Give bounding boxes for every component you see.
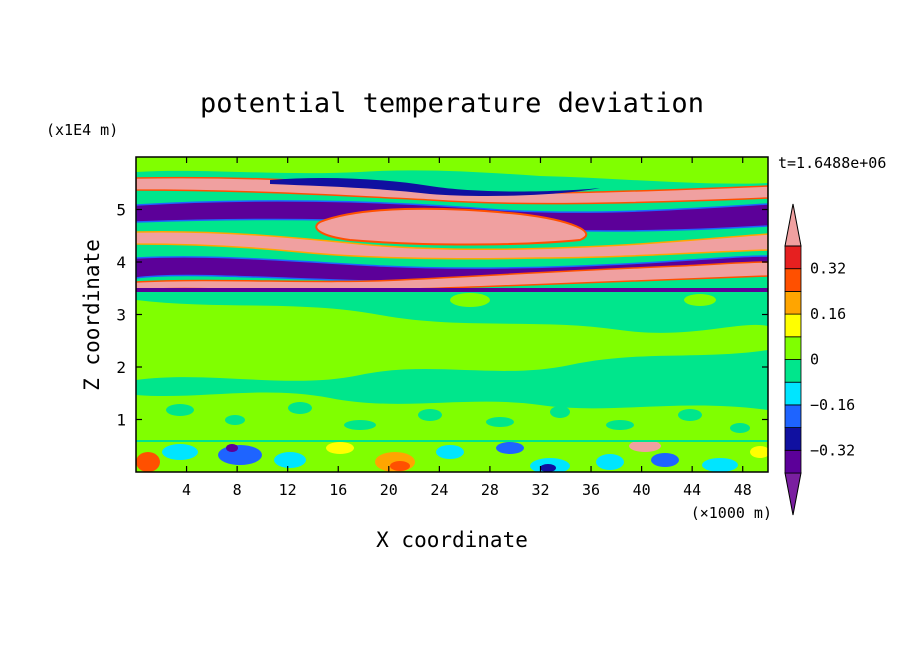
colorbar-swatch — [784, 336, 802, 360]
x-tick-label: 12 — [279, 481, 297, 499]
colorbar-swatch — [784, 381, 802, 406]
colorbar: 0.32 0.16 0 −0.16 −0.32 — [784, 203, 855, 516]
field-speckles — [166, 402, 750, 433]
x-tick-label: 44 — [683, 481, 701, 499]
x-tick-label: 28 — [481, 481, 499, 499]
field-top-lightgreen — [136, 157, 768, 184]
colorbar-swatch — [784, 404, 802, 428]
colorbar-swatch — [784, 290, 802, 315]
y-tick-label: 5 — [116, 201, 126, 220]
field-mid-lightgreen-1 — [136, 300, 768, 381]
x-tick-label: 8 — [233, 481, 242, 499]
x-unit-label: (×1000 m) — [691, 504, 772, 522]
colorbar-tick-label: −0.32 — [810, 441, 855, 459]
y-unit-label: (x1E4 m) — [46, 121, 118, 139]
colorbar-swatch — [784, 427, 802, 451]
colorbar-swatch — [784, 268, 802, 292]
heatmap-field — [136, 157, 768, 472]
y-tick-label: 1 — [116, 411, 126, 430]
x-tick-label: 16 — [329, 481, 347, 499]
colorbar-tick-label: 0.16 — [810, 305, 846, 323]
y-tick-label: 2 — [116, 358, 126, 377]
y-axis-title: Z coordinate — [80, 239, 104, 391]
time-label: t=1.6488e+06 — [778, 154, 886, 172]
chart-title: potential temperature deviation — [200, 88, 704, 119]
x-tick-label: 36 — [582, 481, 600, 499]
colorbar-under-triangle — [784, 472, 802, 516]
x-tick-label: 48 — [734, 481, 752, 499]
x-tick-label: 32 — [531, 481, 549, 499]
x-axis-title: X coordinate — [376, 528, 528, 552]
colorbar-tick-label: −0.16 — [810, 396, 855, 414]
band-negative-top — [270, 178, 600, 196]
field-speckles-2 — [148, 293, 716, 366]
colorbar-swatch — [784, 359, 802, 383]
x-tick-label: 40 — [633, 481, 651, 499]
y-tick-label: 3 — [116, 306, 126, 325]
colorbar-tick-label: 0.32 — [810, 260, 846, 278]
band-negative-thin — [136, 288, 768, 292]
colorbar-swatch — [784, 449, 802, 474]
x-axis: 4 8 12 16 20 24 28 32 36 40 44 48 — [182, 157, 752, 499]
y-tick-label: 4 — [116, 253, 126, 272]
surface-patches — [136, 440, 768, 472]
colorbar-swatch — [784, 245, 802, 270]
band-positive-lens — [315, 207, 588, 246]
colorbar-tick-label: 0 — [810, 351, 819, 369]
colorbar-swatch — [784, 313, 802, 338]
x-tick-label: 4 — [182, 481, 191, 499]
x-tick-label: 20 — [380, 481, 398, 499]
x-tick-label: 24 — [430, 481, 448, 499]
colorbar-over-triangle — [784, 203, 802, 247]
y-axis: 1 2 3 4 5 — [116, 201, 768, 430]
